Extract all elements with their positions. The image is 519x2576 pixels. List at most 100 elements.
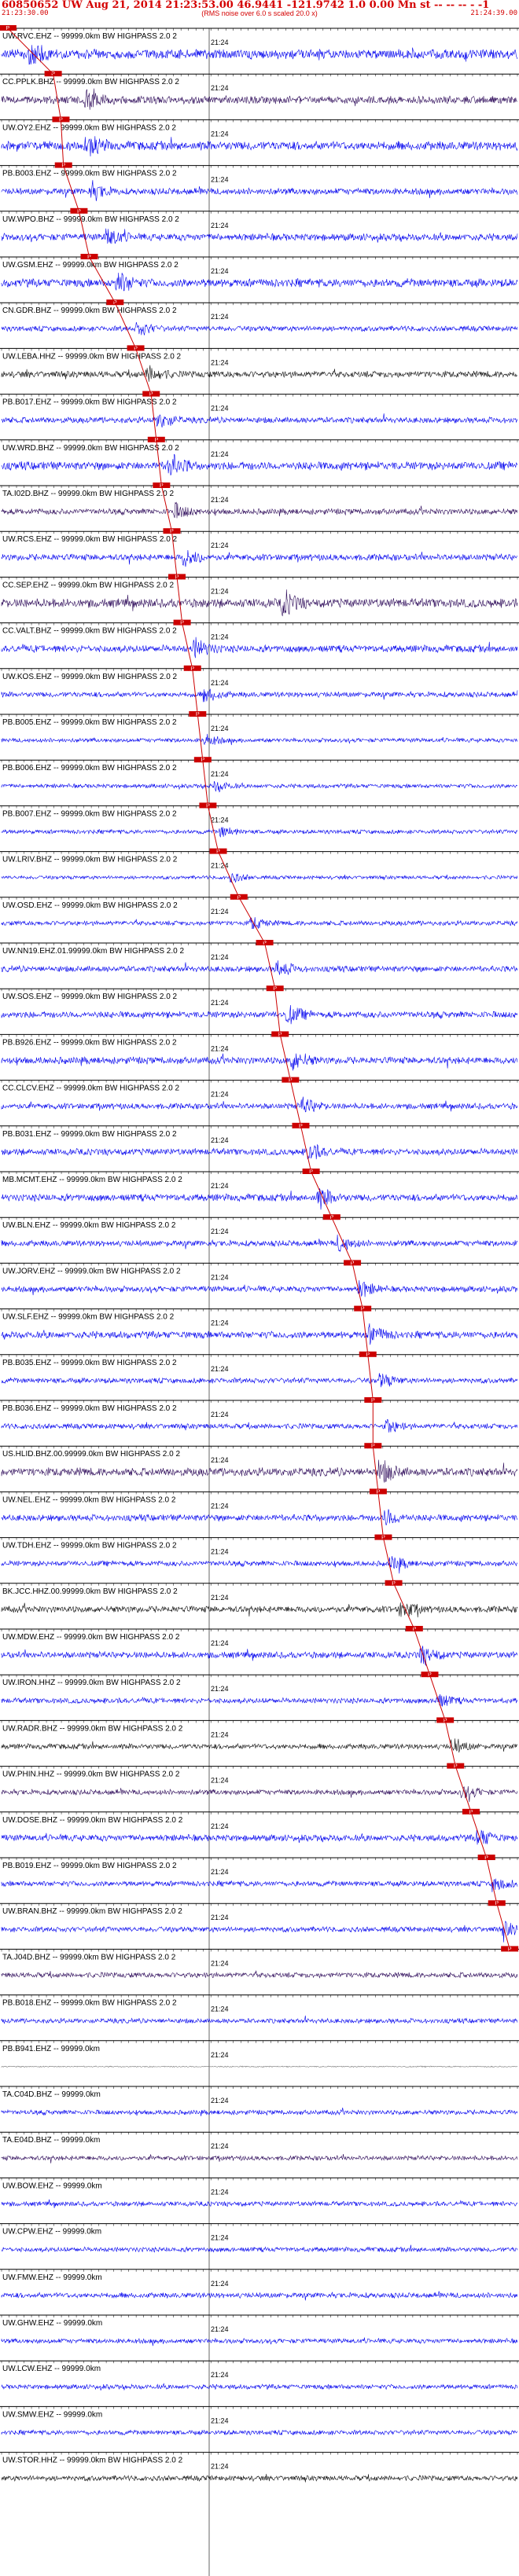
- trace-52: UW.SMW.EHZ -- 99999.0km 21:24: [0, 2405, 519, 2436]
- trace-label: CC.SEP.EHZ -- 99999.0km BW HIGHPASS 2.0 …: [2, 581, 174, 589]
- trace-27: UW.JORV.EHZ -- 99999.0km BW HIGHPASS 2.0…: [0, 1260, 519, 1297]
- minute-label: 21:24: [211, 770, 229, 778]
- minute-label: 21:24: [211, 679, 229, 687]
- trace-label: UW.KOS.EHZ -- 99999.0km BW HIGHPASS 2.0 …: [2, 673, 178, 681]
- minute-label: 21:24: [211, 405, 229, 413]
- waveform: [1, 733, 518, 746]
- waveform: [1, 1418, 518, 1433]
- waveform: [1, 1004, 518, 1025]
- trace-label: UW.BLN.EHZ -- 99999.0km BW HIGHPASS 2.0 …: [2, 1221, 176, 1230]
- minute-label: 21:24: [211, 1319, 229, 1327]
- trace-label: UW.MDW.EHZ -- 99999.0km BW HIGHPASS 2.0 …: [2, 1633, 180, 1642]
- waveform: [1, 1373, 518, 1388]
- trace-label: PB.B031.EHZ -- 99999.0km BW HIGHPASS 2.0…: [2, 1130, 177, 1139]
- trace-48: UW.CPW.EHZ -- 99999.0km 21:24: [0, 2223, 519, 2253]
- minute-label: 21:24: [211, 450, 229, 458]
- trace-34: BK.JCC.HHZ.00.99999.0km BW HIGHPASS 2.0 …: [0, 1580, 519, 1618]
- minute-label: 21:24: [211, 587, 229, 595]
- minute-label: 21:24: [211, 725, 229, 732]
- waveform: [1, 637, 518, 659]
- minute-label: 21:24: [211, 2188, 229, 2196]
- waveform: [1, 1323, 518, 1345]
- trace-4: UW.WPO.BHZ -- 99999.0km BW HIGHPASS 2.0 …: [0, 207, 519, 244]
- pick-label: P: [508, 1947, 512, 1952]
- minute-label: 21:24: [211, 953, 229, 961]
- trace-label: TA.C04D.BHZ -- 99999.0km: [2, 2090, 101, 2099]
- trace-35: UW.MDW.EHZ -- 99999.0km BW HIGHPASS 2.0 …: [0, 1626, 519, 1666]
- trace-21: UW.SOS.EHZ -- 99999.0km BW HIGHPASS 2.0 …: [0, 985, 519, 1025]
- trace-37: UW.RADR.BHZ -- 99999.0km BW HIGHPASS 2.0…: [0, 1717, 519, 1753]
- waveform: [1, 136, 518, 157]
- trace-13: CC.VALT.BHZ -- 99999.0km BW HIGHPASS 2.0…: [0, 619, 519, 659]
- trace-26: UW.BLN.EHZ -- 99999.0km BW HIGHPASS 2.0 …: [0, 1214, 519, 1253]
- waveform: [1, 2474, 518, 2482]
- trace-20: UW.NN19.EHZ.01.99999.0km BW HIGHPASS 2.0…: [0, 940, 519, 975]
- trace-15: PB.B005.EHZ -- 99999.0km BW HIGHPASS 2.0…: [0, 711, 519, 746]
- minute-label: 21:24: [211, 39, 229, 46]
- trace-41: UW.BRAN.BHZ -- 99999.0km BW HIGHPASS 2.0…: [0, 1900, 519, 1943]
- trace-label: UW.NN19.EHZ.01.99999.0km BW HIGHPASS 2.0…: [2, 947, 184, 956]
- trace-44: PB.B941.EHZ -- 99999.0km 21:24: [0, 2040, 519, 2068]
- minute-label: 21:24: [211, 2097, 229, 2104]
- waveform: [1, 2244, 518, 2253]
- waveform: [1, 365, 518, 382]
- trace-label: UW.CPW.EHZ -- 99999.0km: [2, 2228, 101, 2237]
- minute-label: 21:24: [211, 1777, 229, 1785]
- minute-label: 21:24: [211, 2142, 229, 2150]
- minute-label: 21:24: [211, 1959, 229, 1967]
- trace-6: CN.GDR.BHZ -- 99999.0km BW HIGHPASS 2.0 …: [0, 299, 519, 336]
- minute-label: 21:24: [211, 1594, 229, 1602]
- trace-label: PB.B018.EHZ -- 99999.0km BW HIGHPASS 2.0…: [2, 1999, 177, 2008]
- trace-9: UW.WRD.BHZ -- 99999.0km BW HIGHPASS 2.0 …: [0, 436, 519, 475]
- waveform: [1, 1602, 518, 1618]
- trace-label: CC.PPLK.BHZ -- 99999.0km BW HIGHPASS 2.0…: [2, 78, 179, 86]
- trace-label: UW.PHIN.HHZ -- 99999.0km BW HIGHPASS 2.0…: [2, 1771, 180, 1779]
- minute-label: 21:24: [211, 862, 229, 870]
- trace-18: UW.LRIV.BHZ -- 99999.0km BW HIGHPASS 2.0…: [0, 848, 519, 883]
- trace-label: TA.I02D.BHZ -- 99999.0km BW HIGHPASS 2.0…: [2, 490, 174, 498]
- minute-label: 21:24: [211, 2051, 229, 2059]
- trace-14: UW.KOS.EHZ -- 99999.0km BW HIGHPASS 2.0 …: [0, 665, 519, 703]
- trace-label: PB.B007.EHZ -- 99999.0km BW HIGHPASS 2.0…: [2, 809, 177, 818]
- waveform: [1, 1096, 518, 1113]
- minute-label: 21:24: [211, 84, 229, 92]
- minute-label: 21:24: [211, 2280, 229, 2288]
- trace-43: PB.B018.EHZ -- 99999.0km BW HIGHPASS 2.0…: [0, 1994, 519, 2024]
- trace-label: UW.DOSE.BHZ -- 99999.0km BW HIGHPASS 2.0…: [2, 1816, 183, 1825]
- trace-0: UW.RVC.EHZ -- 99999.0km BW HIGHPASS 2.0 …: [0, 25, 519, 65]
- minute-label: 21:24: [211, 1273, 229, 1281]
- trace-53: UW.STOR.HHZ -- 99999.0km BW HIGHPASS 2.0…: [0, 2452, 519, 2482]
- waveform: [1, 1738, 517, 1753]
- waveform: [1, 45, 518, 65]
- minute-label: 21:24: [211, 358, 229, 366]
- trace-22: PB.B926.EHZ -- 99999.0km BW HIGHPASS 2.0…: [0, 1031, 519, 1071]
- trace-3: PB.B003.EHZ -- 99999.0km BW HIGHPASS 2.0…: [0, 162, 519, 201]
- waveform: [1, 1829, 518, 1845]
- trace-label: TA.J04D.BHZ -- 99999.0km BW HIGHPASS 2.0…: [2, 1953, 176, 1961]
- trace-40: PB.B019.EHZ -- 99999.0km BW HIGHPASS 2.0…: [0, 1855, 519, 1892]
- waveform: [1, 1053, 518, 1071]
- minute-label: 21:24: [211, 2416, 229, 2424]
- waveform: [1, 2108, 518, 2116]
- trace-28: UW.SLF.EHZ -- 99999.0km BW HIGHPASS 2.0 …: [0, 1305, 519, 1345]
- waveform: [1, 960, 518, 975]
- waveform: [1, 1693, 518, 1707]
- trace-49: UW.FMW.EHZ -- 99999.0km 21:24: [0, 2269, 519, 2301]
- header: 60850652 UW Aug 21, 2014 21:23:53.00 46.…: [0, 0, 519, 28]
- trace-36: UW.IRON.HHZ -- 99999.0km BW HIGHPASS 2.0…: [0, 1671, 519, 1707]
- trace-31: US.HLID.BHZ.00.99999.0km BW HIGHPASS 2.0…: [0, 1443, 519, 1483]
- waveform: [1, 549, 517, 567]
- trace-label: UW.STOR.HHZ -- 99999.0km BW HIGHPASS 2.0…: [2, 2457, 183, 2465]
- minute-label: 21:24: [211, 1182, 229, 1190]
- waveform: [1, 781, 518, 793]
- pick-marker: [0, 25, 17, 31]
- waveform: [1, 827, 518, 838]
- waveform: [1, 873, 518, 883]
- waveform: [1, 2015, 518, 2024]
- minute-label: 21:24: [211, 1548, 229, 1556]
- waveform: [1, 1509, 518, 1525]
- trace-label: PB.B941.EHZ -- 99999.0km: [2, 2045, 100, 2053]
- trace-label: BK.JCC.HHZ.00.99999.0km BW HIGHPASS 2.0 …: [2, 1587, 178, 1596]
- minute-label: 21:24: [211, 313, 229, 321]
- trace-label: PB.B006.EHZ -- 99999.0km BW HIGHPASS 2.0…: [2, 764, 177, 772]
